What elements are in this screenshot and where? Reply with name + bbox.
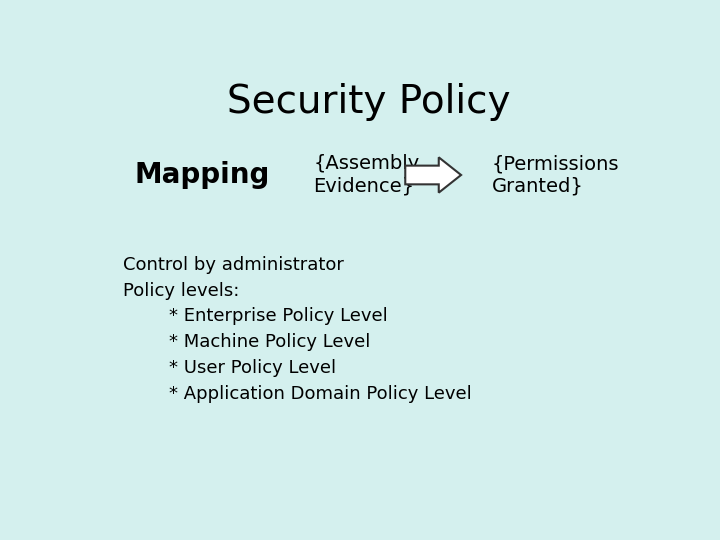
Text: Control by administrator
Policy levels:
        * Enterprise Policy Level
      : Control by administrator Policy levels: … <box>124 256 472 402</box>
Text: {Permissions
Granted}: {Permissions Granted} <box>492 154 619 195</box>
Polygon shape <box>405 157 461 193</box>
Text: {Assembly
Evidence}: {Assembly Evidence} <box>313 154 420 195</box>
Text: Security Policy: Security Policy <box>228 83 510 121</box>
Text: Mapping: Mapping <box>135 161 270 189</box>
